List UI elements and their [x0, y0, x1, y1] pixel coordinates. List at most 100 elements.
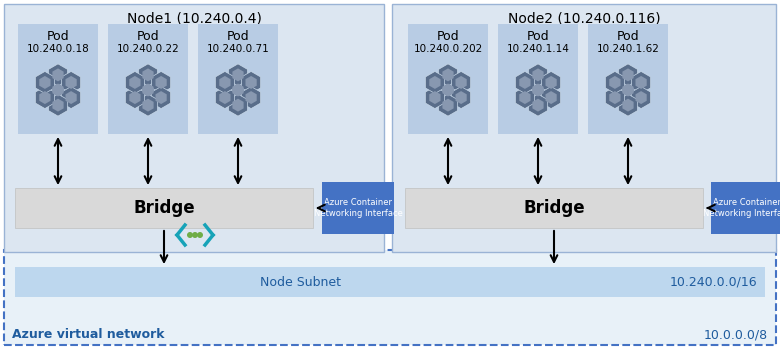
Polygon shape: [35, 87, 55, 109]
Text: 10.240.0.202: 10.240.0.202: [413, 44, 483, 54]
Polygon shape: [48, 94, 68, 116]
Polygon shape: [39, 76, 51, 89]
Polygon shape: [456, 76, 466, 89]
Polygon shape: [52, 68, 64, 81]
Text: 10.240.0.71: 10.240.0.71: [207, 44, 269, 54]
Polygon shape: [143, 83, 154, 96]
Polygon shape: [442, 68, 454, 81]
Polygon shape: [442, 83, 454, 96]
Polygon shape: [632, 72, 651, 94]
Polygon shape: [429, 91, 441, 104]
Text: Azure Container
Networking Interface: Azure Container Networking Interface: [703, 198, 780, 218]
Bar: [498, 24, 578, 134]
Polygon shape: [232, 99, 243, 112]
Polygon shape: [62, 87, 80, 109]
Polygon shape: [605, 87, 625, 109]
Polygon shape: [66, 91, 76, 104]
Text: Bridge: Bridge: [523, 199, 585, 217]
Circle shape: [197, 232, 203, 238]
Polygon shape: [215, 87, 235, 109]
Polygon shape: [232, 68, 243, 81]
Polygon shape: [516, 72, 534, 94]
Polygon shape: [438, 64, 458, 86]
Text: Azure virtual network: Azure virtual network: [12, 328, 165, 342]
Polygon shape: [622, 99, 633, 112]
Polygon shape: [48, 79, 68, 101]
Polygon shape: [619, 94, 637, 116]
Polygon shape: [232, 83, 243, 96]
Bar: [18, 24, 98, 134]
Polygon shape: [151, 87, 171, 109]
Polygon shape: [246, 76, 257, 89]
Bar: [588, 24, 668, 134]
Polygon shape: [425, 72, 445, 94]
Polygon shape: [609, 76, 621, 89]
Polygon shape: [519, 91, 530, 104]
Polygon shape: [66, 76, 76, 89]
Polygon shape: [229, 94, 247, 116]
Bar: [108, 24, 188, 134]
Text: Node1 (10.240.0.4): Node1 (10.240.0.4): [126, 11, 261, 25]
Polygon shape: [126, 87, 144, 109]
Polygon shape: [533, 68, 544, 81]
Polygon shape: [229, 79, 247, 101]
Text: 10.0.0.0/8: 10.0.0.0/8: [704, 328, 768, 342]
Polygon shape: [438, 79, 458, 101]
Polygon shape: [622, 83, 633, 96]
Polygon shape: [155, 91, 167, 104]
Polygon shape: [139, 79, 158, 101]
Polygon shape: [619, 64, 637, 86]
Polygon shape: [242, 87, 261, 109]
Polygon shape: [605, 72, 625, 94]
Polygon shape: [52, 83, 64, 96]
Polygon shape: [246, 91, 257, 104]
Text: 10.240.1.14: 10.240.1.14: [506, 44, 569, 54]
Polygon shape: [533, 83, 544, 96]
Polygon shape: [619, 79, 637, 101]
Bar: [322, 182, 394, 234]
Polygon shape: [442, 99, 454, 112]
Polygon shape: [545, 91, 557, 104]
Polygon shape: [219, 76, 231, 89]
Polygon shape: [529, 64, 548, 86]
Polygon shape: [636, 76, 647, 89]
Text: Bridge: Bridge: [133, 199, 195, 217]
Bar: [408, 24, 488, 134]
Polygon shape: [622, 68, 633, 81]
Polygon shape: [452, 72, 470, 94]
Polygon shape: [242, 72, 261, 94]
Text: 10.240.0.22: 10.240.0.22: [117, 44, 179, 54]
Polygon shape: [541, 72, 561, 94]
Bar: [198, 24, 278, 134]
Bar: [15, 267, 765, 297]
Polygon shape: [219, 91, 231, 104]
Polygon shape: [425, 87, 445, 109]
Polygon shape: [438, 94, 458, 116]
Polygon shape: [143, 68, 154, 81]
Text: Pod: Pod: [227, 30, 250, 44]
Text: Pod: Pod: [526, 30, 549, 44]
Text: Pod: Pod: [617, 30, 640, 44]
Bar: [405, 188, 703, 228]
Text: 10.240.1.62: 10.240.1.62: [597, 44, 659, 54]
Polygon shape: [429, 76, 441, 89]
Bar: [4, 250, 776, 345]
Polygon shape: [533, 99, 544, 112]
Polygon shape: [52, 99, 64, 112]
Polygon shape: [516, 87, 534, 109]
Polygon shape: [636, 91, 647, 104]
Circle shape: [187, 232, 193, 238]
Polygon shape: [139, 94, 158, 116]
Polygon shape: [155, 76, 167, 89]
Text: 10.240.0.0/16: 10.240.0.0/16: [669, 275, 757, 289]
Circle shape: [192, 232, 198, 238]
Polygon shape: [215, 72, 235, 94]
Text: 10.240.0.18: 10.240.0.18: [27, 44, 90, 54]
Polygon shape: [126, 72, 144, 94]
Polygon shape: [229, 64, 247, 86]
Polygon shape: [519, 76, 530, 89]
Bar: [4, 4, 384, 252]
Polygon shape: [456, 91, 466, 104]
Polygon shape: [35, 72, 55, 94]
Text: Pod: Pod: [47, 30, 69, 44]
